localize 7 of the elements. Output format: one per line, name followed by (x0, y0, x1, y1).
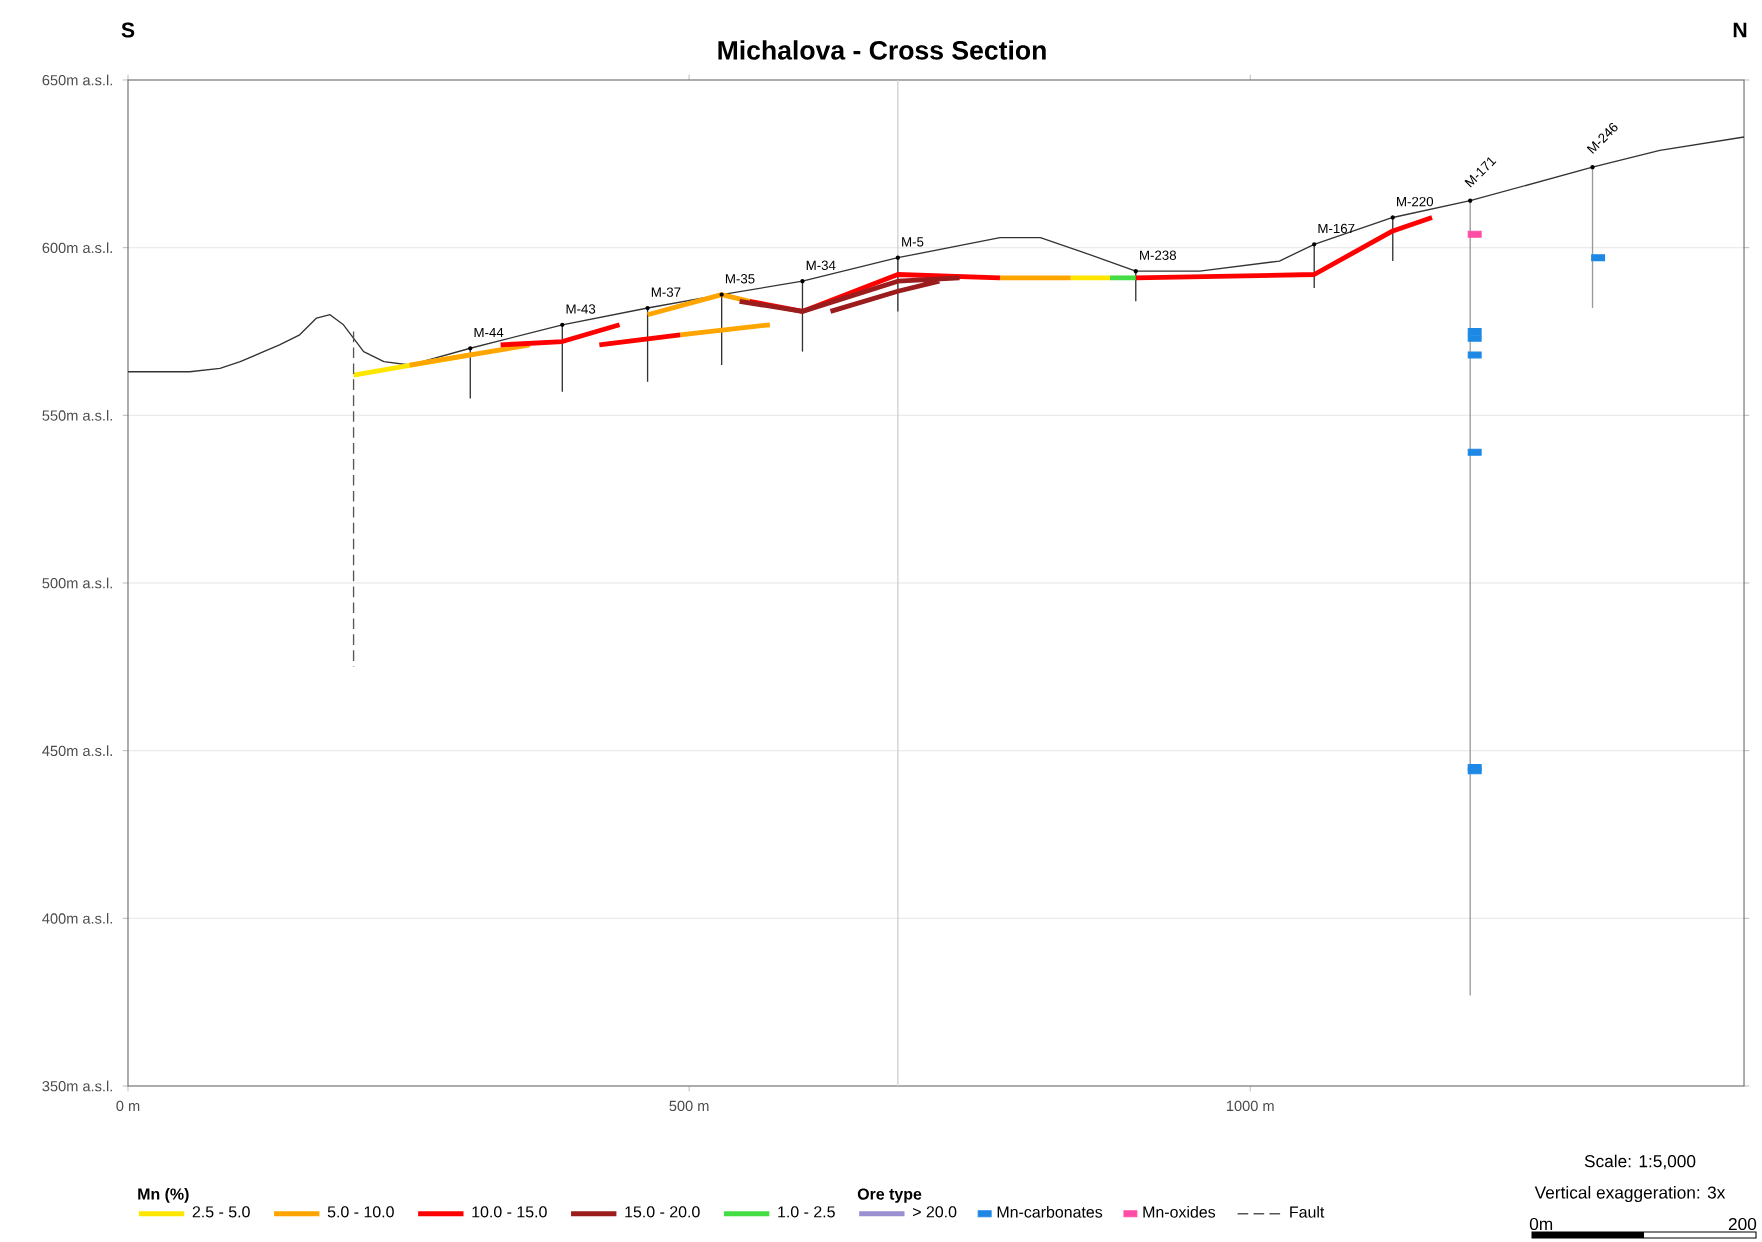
chart-title: Michalova - Cross Section (718, 40, 1046, 60)
text: Vertical exaggeration: 3x (1534, 1185, 1726, 1203)
text: 0m (1529, 1217, 1553, 1231)
text: S (121, 22, 135, 38)
text: Scale: 1:5,000 (1584, 1154, 1696, 1170)
text: 200 (1728, 1217, 1757, 1231)
text: N (1733, 22, 1747, 38)
